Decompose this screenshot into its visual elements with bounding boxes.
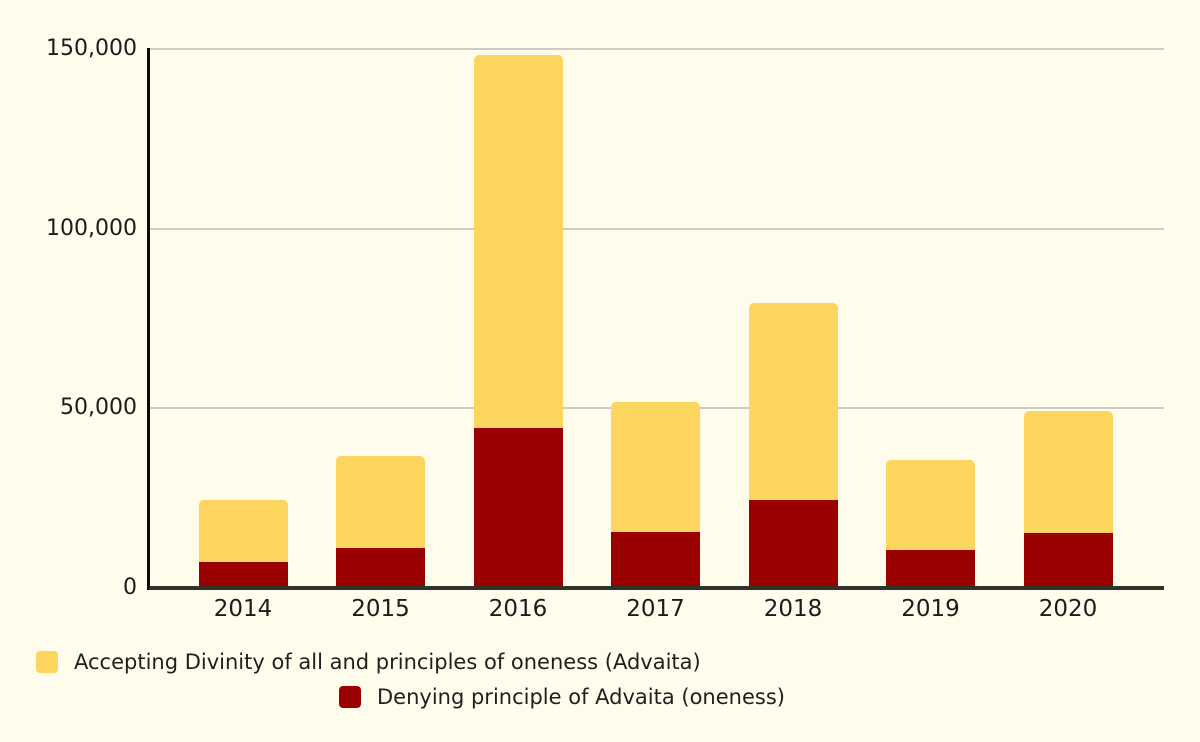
x-tick-label-2020: 2020: [1038, 596, 1098, 622]
bar-segment-2014-accepting: [198, 500, 288, 563]
x-tick-label-2016: 2016: [488, 596, 548, 622]
y-tick-label-150000: 150,000: [46, 36, 137, 61]
plot-area: [149, 48, 1164, 588]
legend-item-denying: Denying principle of Advaita (oneness): [339, 685, 785, 709]
bar-segment-2018-denying: [748, 499, 838, 588]
legend-item-accepting: Accepting Divinity of all and principles…: [36, 650, 701, 674]
x-tick-label-2017: 2017: [626, 596, 685, 622]
gridline-100000: [149, 227, 1164, 230]
y-tick-label-50000: 50,000: [60, 395, 137, 421]
bar-segment-2017-denying: [611, 532, 700, 588]
gridline-150000: [149, 48, 1164, 50]
x-tick-label-2014: 2014: [213, 596, 273, 622]
legend-swatch-accepting: [36, 651, 58, 673]
y-axis-line: [147, 48, 150, 590]
bar-segment-2018-accepting: [748, 302, 838, 500]
bar-segment-2015-accepting: [336, 456, 425, 549]
legend-label-accepting: Accepting Divinity of all and principles…: [74, 650, 701, 674]
bar-segment-2020-denying: [1023, 533, 1113, 588]
bar-segment-2019-accepting: [886, 460, 975, 551]
bar-segment-2015-denying: [336, 548, 425, 588]
x-axis-line: [149, 586, 1164, 590]
y-tick-label-100000: 100,000: [46, 215, 137, 241]
bar-segment-2019-denying: [886, 550, 975, 588]
x-tick-label-2019: 2019: [901, 596, 960, 622]
bar-segment-2017-accepting: [611, 402, 700, 533]
x-tick-label-2018: 2018: [763, 596, 823, 622]
legend-swatch-denying: [339, 686, 361, 708]
y-tick-label-0: 0: [123, 575, 137, 600]
bar-segment-2016-denying: [473, 428, 563, 588]
legend-label-denying: Denying principle of Advaita (oneness): [377, 685, 785, 709]
x-tick-label-2015: 2015: [351, 596, 410, 622]
bar-segment-2020-accepting: [1023, 410, 1113, 534]
bar-segment-2016-accepting: [473, 54, 563, 429]
bar-segment-2014-denying: [198, 562, 288, 588]
